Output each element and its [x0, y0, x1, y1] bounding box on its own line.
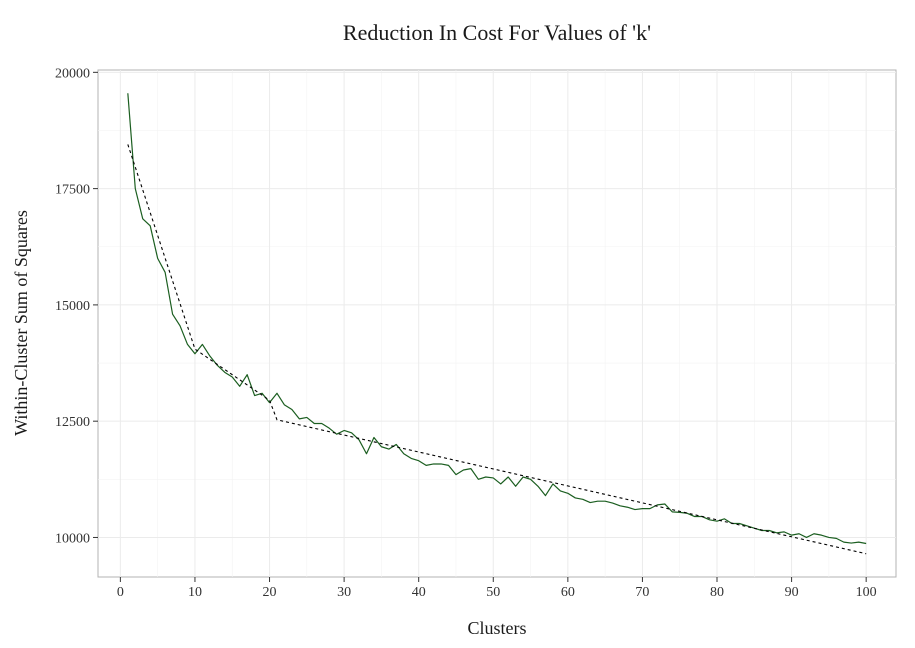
x-tick-label: 50 — [486, 585, 500, 600]
y-axis-title: Within-Cluster Sum of Squares — [11, 210, 31, 436]
y-tick-label: 10000 — [55, 531, 90, 546]
x-tick-label: 40 — [412, 585, 426, 600]
y-tick-label: 17500 — [55, 183, 90, 198]
x-tick-label: 20 — [263, 585, 277, 600]
plot-panel — [97, 69, 897, 578]
x-tick-label: 100 — [856, 585, 877, 600]
y-tick-label: 20000 — [55, 66, 90, 81]
y-tick-label: 12500 — [55, 415, 90, 430]
x-tick-label: 10 — [188, 585, 202, 600]
y-tick-label: 15000 — [55, 299, 90, 314]
x-tick-label: 30 — [337, 585, 351, 600]
series-layer — [127, 93, 867, 555]
fitted-trend-line — [127, 144, 867, 555]
x-tick-label: 60 — [561, 585, 575, 600]
wcss-line — [127, 93, 867, 545]
chart-title: Reduction In Cost For Values of 'k' — [343, 20, 651, 45]
y-axis: 10000 12500 15000 17500 20000 — [55, 66, 98, 546]
x-axis-title: Clusters — [467, 618, 526, 638]
x-tick-label: 80 — [710, 585, 724, 600]
x-tick-label: 0 — [117, 585, 124, 600]
x-tick-label: 90 — [785, 585, 799, 600]
x-axis: 0 10 20 30 40 50 60 70 80 90 100 — [117, 577, 877, 600]
x-tick-label: 70 — [635, 585, 649, 600]
grid-lines — [98, 70, 896, 577]
